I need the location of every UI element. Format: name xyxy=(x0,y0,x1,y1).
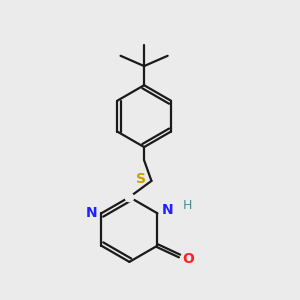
Text: S: S xyxy=(136,172,146,186)
Text: N: N xyxy=(162,203,173,218)
Text: N: N xyxy=(85,206,97,220)
Text: O: O xyxy=(182,252,194,266)
Text: H: H xyxy=(182,200,192,212)
